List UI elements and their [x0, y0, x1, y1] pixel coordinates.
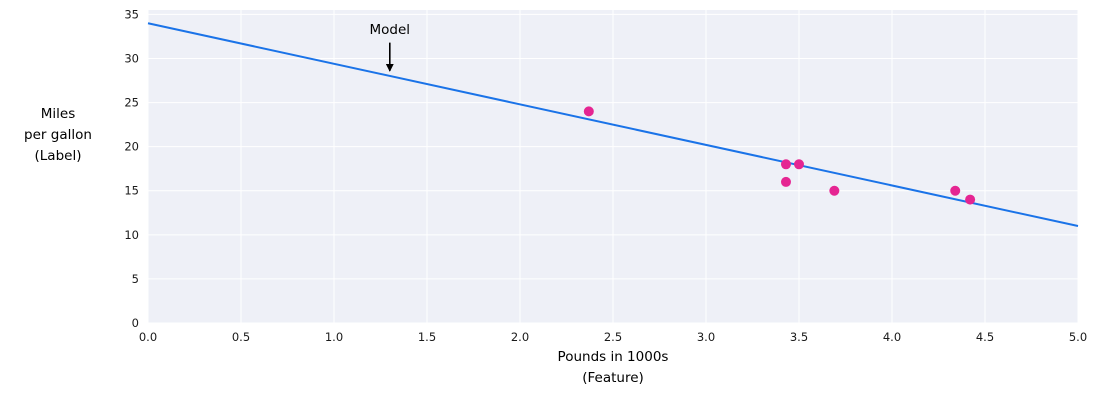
data-point: [950, 185, 961, 196]
y-tick-label: 25: [124, 96, 139, 110]
y-tick-label: 35: [124, 7, 139, 21]
x-tick-label: 3.5: [790, 330, 808, 344]
y-axis-label-line-1: Miles: [40, 106, 76, 122]
x-tick-label: 0.5: [232, 330, 250, 344]
y-tick-label: 20: [124, 140, 139, 154]
x-tick-label: 2.0: [511, 330, 529, 344]
x-tick-label: 0.0: [139, 330, 157, 344]
y-tick-label: 0: [132, 316, 139, 330]
x-tick-label: 1.5: [418, 330, 436, 344]
data-point: [780, 159, 791, 170]
data-point: [829, 185, 840, 196]
data-point: [965, 194, 976, 205]
model-annotation-label: Model: [370, 22, 411, 38]
data-point: [794, 159, 804, 170]
y-tick-label: 10: [124, 228, 139, 242]
data-point: [583, 106, 594, 117]
data-point: [780, 176, 791, 187]
x-axis-label: Pounds in 1000s (Feature): [148, 347, 1078, 389]
model-line: [147, 22, 1079, 227]
y-tick-label: 30: [124, 51, 139, 65]
x-tick-label: 5.0: [1069, 330, 1087, 344]
y-axis-label-line-2: per gallon: [24, 127, 92, 143]
x-tick-label: 1.0: [325, 330, 343, 344]
x-axis-label-line-1: Pounds in 1000s: [557, 349, 669, 365]
y-tick-label: 5: [132, 272, 139, 286]
x-tick-label: 4.5: [976, 330, 994, 344]
y-axis-label-line-3: (Label): [34, 148, 82, 164]
y-tick-label: 15: [124, 184, 139, 198]
x-tick-label: 2.5: [604, 330, 622, 344]
x-axis-label-line-2: (Feature): [582, 370, 644, 386]
y-axis-label: Miles per gallon (Label): [2, 104, 114, 167]
x-tick-label: 3.0: [697, 330, 715, 344]
x-tick-label: 4.0: [883, 330, 901, 344]
